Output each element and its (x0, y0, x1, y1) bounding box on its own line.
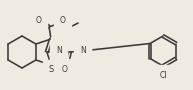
Text: O: O (62, 65, 68, 74)
Text: O: O (35, 16, 41, 25)
Text: O: O (59, 16, 65, 25)
Text: H: H (80, 42, 85, 48)
Text: S: S (48, 65, 54, 74)
Text: N: N (80, 46, 86, 55)
Text: N: N (56, 46, 62, 55)
Text: H: H (57, 42, 61, 48)
Text: Cl: Cl (159, 70, 167, 79)
